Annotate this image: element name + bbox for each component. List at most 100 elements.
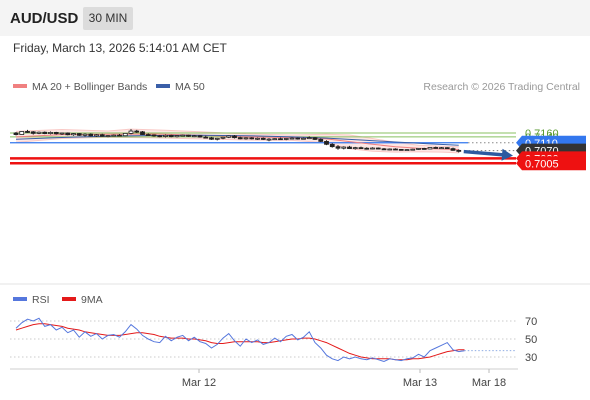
candle-body [387,148,393,151]
candle-body [19,131,25,135]
x-label-Mar 13: Mar 13 [403,377,437,389]
candle-body [364,147,370,150]
rsi-legend: RSI 9MA [13,294,103,306]
candle-body [381,148,387,151]
candle-body [352,147,358,150]
timeframe-button[interactable]: 30 MIN [83,7,133,30]
candle-body [88,133,94,137]
forecast-arrow [463,148,513,161]
candle-body [318,139,324,142]
candle-body [174,135,180,138]
rsi-ma-legend-label: 9MA [81,294,103,306]
candlesticks [13,129,462,153]
chart-legend: MA 20 + Bollinger Bands MA 50 Research ©… [13,81,580,93]
candle-body [151,134,157,137]
candle-body [226,135,232,138]
candle-body [243,137,249,140]
candle-body [398,148,404,151]
rsi-line [15,317,465,363]
candle-body [456,149,462,152]
candle-body [94,134,99,137]
candle-body [180,134,186,137]
candle-body [203,136,209,139]
candle-body [341,146,347,149]
candle-body [444,147,450,150]
candle-body [105,135,111,137]
candle-body [53,132,59,135]
candle-body [249,137,255,140]
rsi-ma-line [15,323,465,361]
candle-body [82,133,88,136]
candle-body [65,132,71,136]
candle-body [76,133,82,136]
candle-body [410,148,416,151]
candle-body [272,138,278,141]
candle-body [335,146,341,149]
candle-body [197,135,203,138]
candle-body [59,132,65,135]
candle-body [134,130,140,133]
candle-body [111,134,117,137]
candle-body [358,147,364,150]
chart-header: AUD/USD 30 MIN [0,0,590,36]
candle-body [157,135,163,138]
candle-body [439,147,444,150]
candle-body [416,148,421,150]
candle-body [266,138,272,141]
candle-body [237,137,243,140]
candle-body [306,137,312,140]
candle-body [30,131,36,134]
candle-body [186,134,191,137]
candle-body [145,134,151,136]
x-label-Mar 18: Mar 18 [472,377,506,389]
candle-body [128,130,134,134]
candle-body [260,137,266,140]
candle-body [370,147,375,150]
candle-body [122,132,128,137]
candle-body [427,147,433,150]
candle-body [163,134,168,137]
price-tag-label-0.7005: 0.7005 [525,158,559,170]
price-tag-bg-0.7005 [516,156,586,171]
rsi-tick-70: 70 [525,316,537,328]
candle-body [168,134,174,138]
credit-text: Research © 2026 Trading Central [423,81,580,93]
candle-body [209,137,214,140]
candle-body [295,137,301,140]
candle-body [375,147,381,150]
instrument-title: AUD/USD [10,10,79,27]
candle-body [255,137,260,140]
candle-body [324,140,329,145]
ma20-legend-label: MA 20 + Bollinger Bands [32,81,147,93]
forecast-arrow-shaft [463,149,509,157]
candle-body [214,137,220,140]
rsi-legend-label: RSI [32,294,50,306]
candle-body [191,135,197,138]
candle-body [232,135,237,139]
candle-body [25,131,30,133]
candle-body [329,143,335,148]
rsi-tick-30: 30 [525,352,537,364]
candle-body [289,137,295,140]
candle-body [13,132,19,135]
candle-body [312,137,318,140]
x-label-Mar 12: Mar 12 [182,377,216,389]
forecast-arrow-head [501,148,513,161]
candle-body [42,131,48,134]
candle-body [117,134,122,137]
rsi-indicator: 70 50 30 [10,316,537,364]
bollinger-upper-line [15,128,459,148]
rsi-tick-50: 50 [525,334,537,346]
candle-body [393,148,398,151]
candle-body [301,137,306,140]
candle-body [283,138,289,140]
candle-body [421,148,427,150]
candle-body [99,134,105,137]
ma50-legend-label: MA 50 [175,81,205,93]
candle-body [48,132,53,134]
candle-body [220,136,226,139]
candle-body [404,149,410,151]
candle-body [278,138,283,141]
